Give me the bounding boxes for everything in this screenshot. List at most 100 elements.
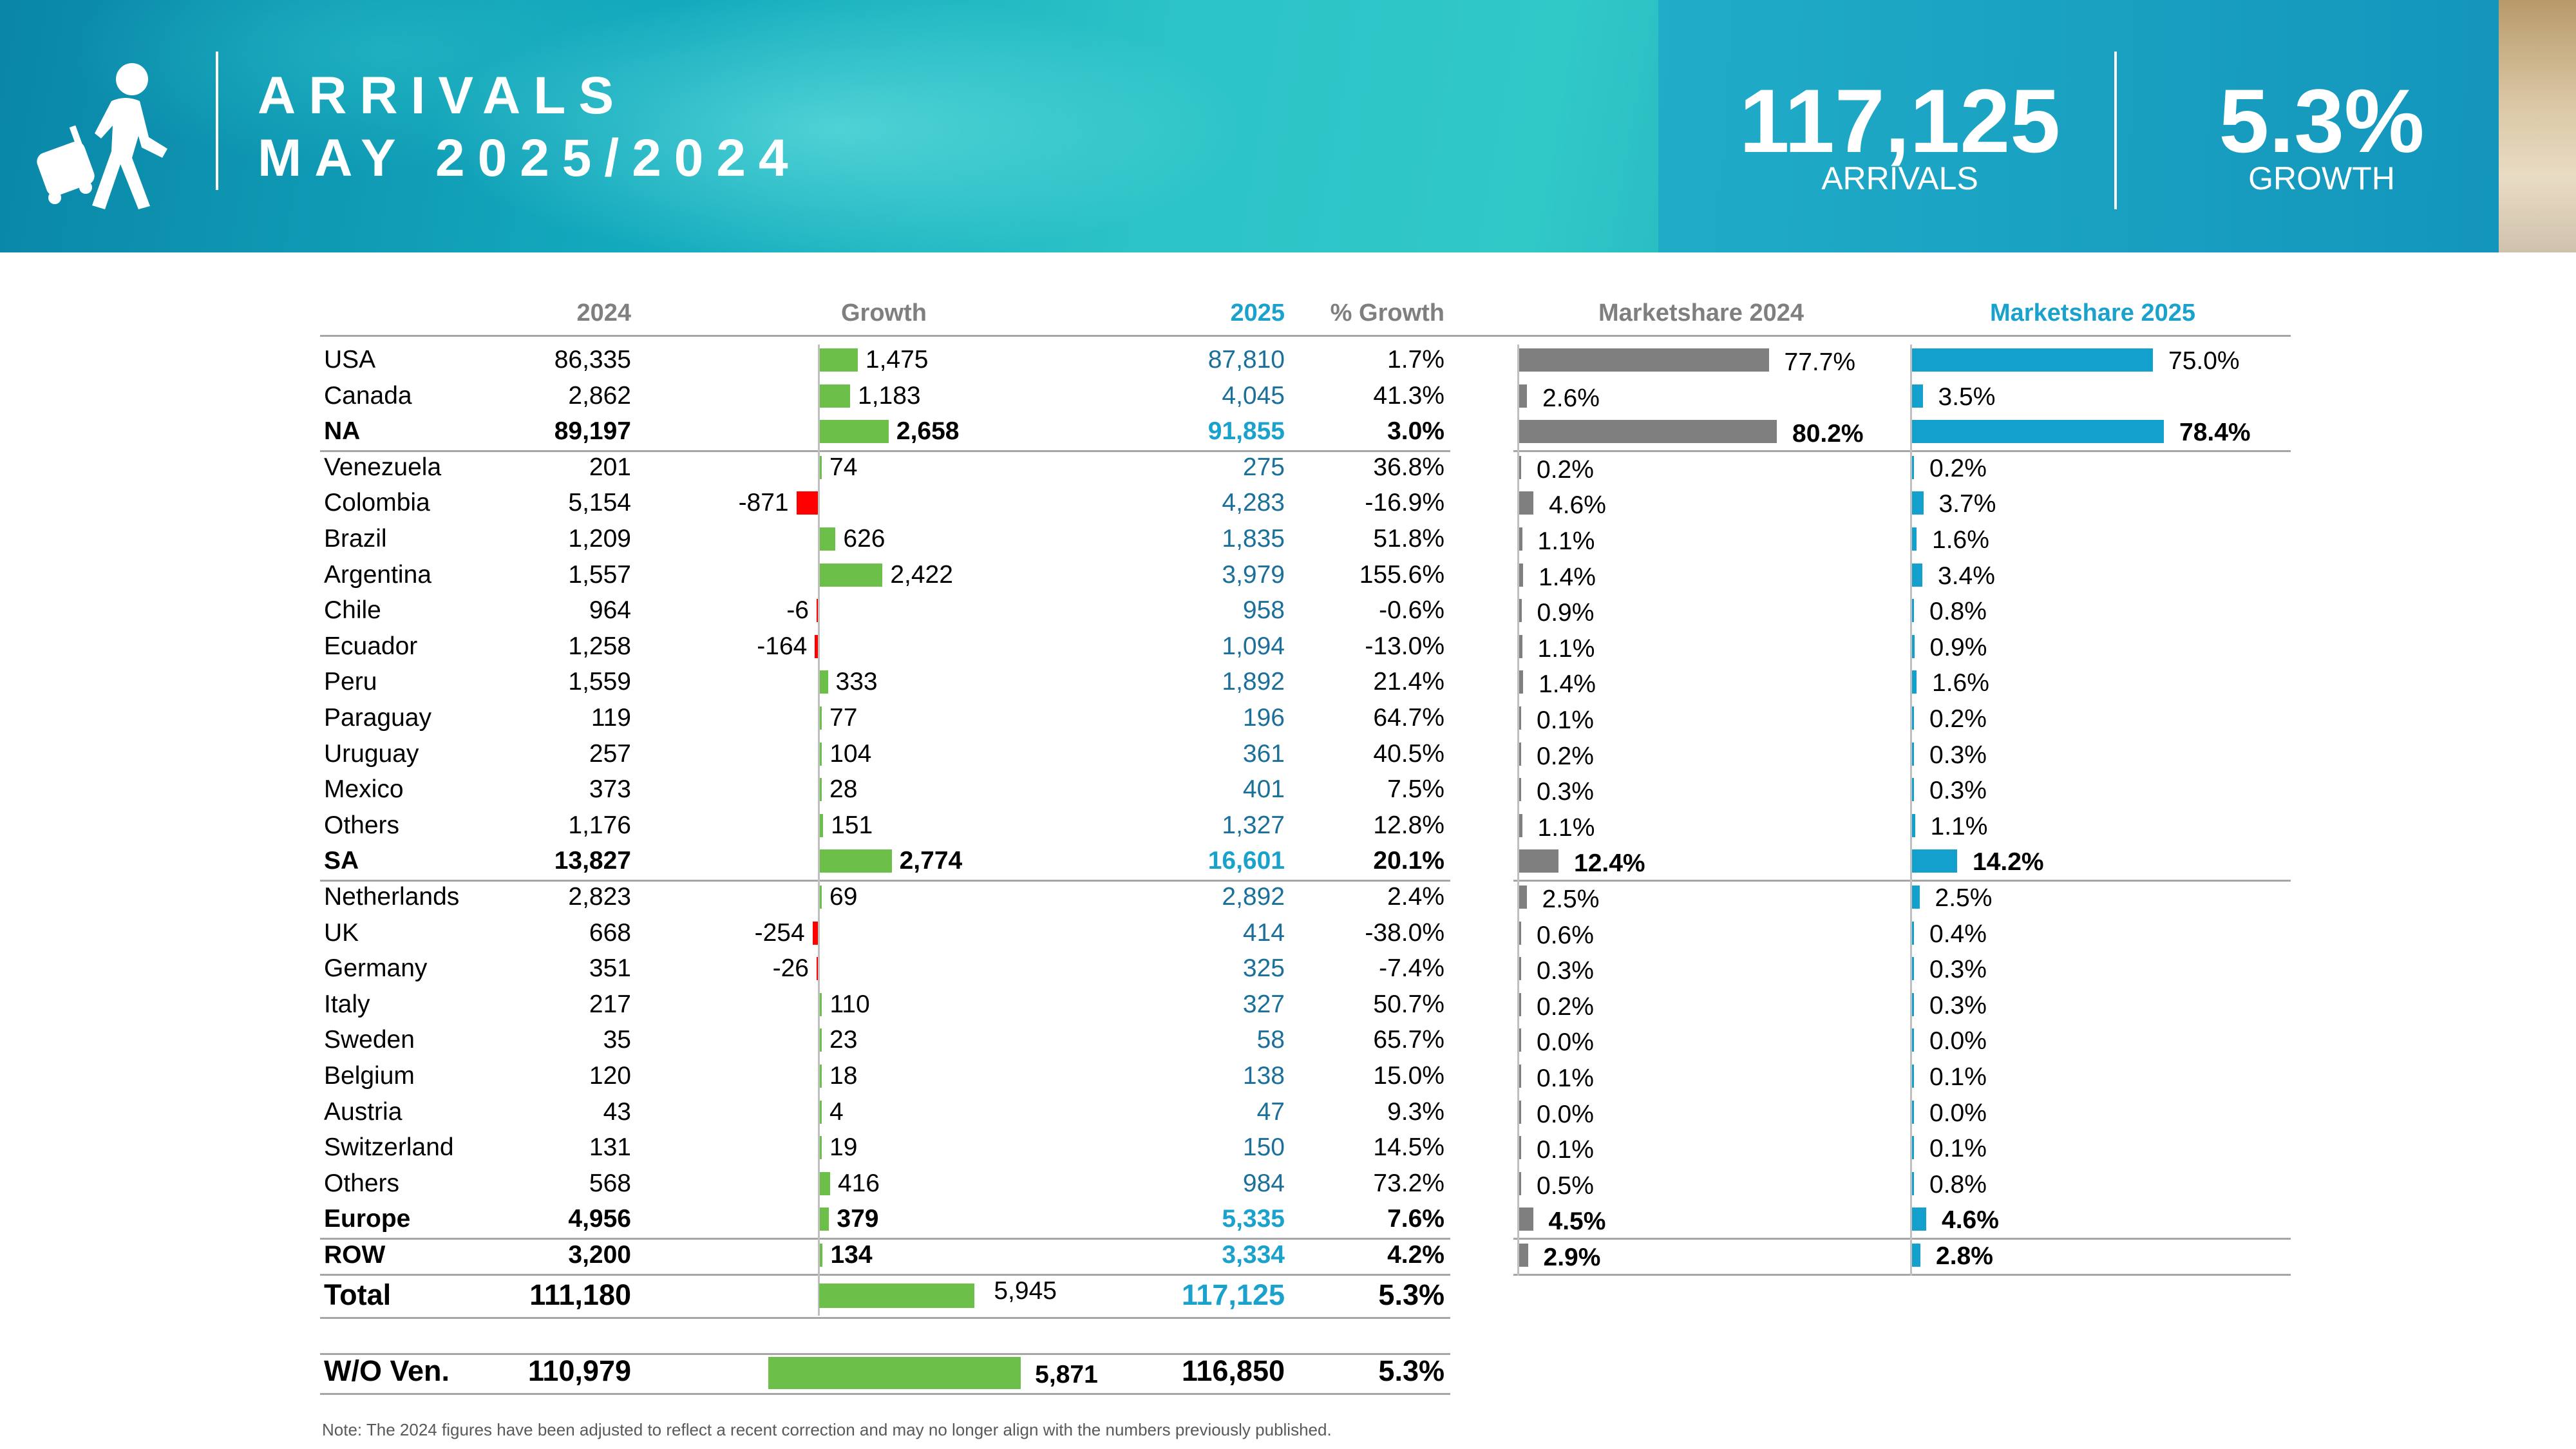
wo-ven-2024: 110,979 bbox=[527, 1354, 631, 1387]
marketshare-2024-value: 4.6% bbox=[1549, 491, 1606, 520]
marketshare-2024-value: 1.4% bbox=[1539, 670, 1596, 699]
marketshare-2024-bar bbox=[1519, 491, 1533, 515]
region-name: UK bbox=[324, 918, 359, 947]
pct-growth: 73.2% bbox=[1373, 1169, 1444, 1197]
marketshare-2024-value: 77.7% bbox=[1784, 348, 1856, 376]
marketshare-2024-bar bbox=[1519, 742, 1521, 766]
pct-growth: 1.7% bbox=[1387, 346, 1444, 374]
marketshare-2025-bar bbox=[1911, 670, 1917, 694]
arrivals-2025: 2,892 bbox=[1222, 883, 1285, 911]
marketshare-2024-bar bbox=[1519, 921, 1521, 945]
growth-bar-positive bbox=[819, 778, 822, 802]
marketshare-2024-bar bbox=[1519, 670, 1523, 694]
arrivals-2024: 217 bbox=[589, 990, 631, 1018]
wo-ven-bottom-rule bbox=[320, 1393, 1450, 1395]
marketshare-2025-bar bbox=[1911, 348, 2153, 372]
growth-value: 1,183 bbox=[858, 381, 921, 410]
arrivals-2025: 361 bbox=[1242, 739, 1285, 768]
wo-ven-growth-bar bbox=[768, 1357, 1021, 1389]
marketshare-2025-bar bbox=[1911, 634, 1915, 658]
arrivals-2024: 568 bbox=[589, 1169, 631, 1197]
growth-value: 2,422 bbox=[890, 560, 953, 589]
marketshare-2025-value: 78.4% bbox=[2179, 419, 2251, 447]
pct-growth: 155.6% bbox=[1359, 560, 1444, 589]
marketshare-2024-value: 2.6% bbox=[1542, 384, 1600, 412]
marketshare-2024-bar bbox=[1519, 1244, 1528, 1267]
wo-ven-pct: 5.3% bbox=[1378, 1354, 1444, 1387]
wo-ven-top-rule bbox=[320, 1353, 1450, 1355]
marketshare-2024-value: 4.5% bbox=[1548, 1208, 1606, 1236]
growth-bar-positive bbox=[819, 527, 836, 551]
growth-value: 2,658 bbox=[896, 417, 960, 446]
column-header-2024: 2024 bbox=[576, 299, 631, 327]
marketshare-2025-bar bbox=[1911, 921, 1914, 945]
marketshare-2025-bar bbox=[1911, 742, 1914, 766]
subtotal-rule bbox=[1513, 1273, 2291, 1276]
growth-value: 1,475 bbox=[865, 346, 929, 374]
marketshare-2025-value: 2.8% bbox=[1936, 1242, 1993, 1270]
marketshare-2025-value: 4.6% bbox=[1942, 1206, 1999, 1235]
arrivals-2024: 1,176 bbox=[568, 811, 631, 839]
marketshare-2024-value: 80.2% bbox=[1792, 420, 1864, 448]
growth-bar-negative bbox=[796, 491, 819, 515]
marketshare-2025-value: 3.4% bbox=[1938, 562, 1995, 590]
growth-bar-positive bbox=[819, 742, 822, 766]
marketshare-2025-bar bbox=[1911, 491, 1924, 515]
marketshare-2025-value: 0.4% bbox=[1929, 920, 1987, 948]
marketshare-2025-bar bbox=[1911, 563, 1922, 587]
marketshare-2025-bar bbox=[1911, 1136, 1914, 1160]
growth-value: 77 bbox=[829, 704, 858, 732]
marketshare-2024-bar bbox=[1519, 957, 1521, 981]
marketshare-2024-value: 0.6% bbox=[1537, 921, 1594, 949]
page-subtitle: MAY 2025/2024 bbox=[258, 129, 801, 187]
pct-growth: 7.6% bbox=[1387, 1205, 1444, 1233]
arrivals-2025: 91,855 bbox=[1208, 417, 1285, 446]
arrivals-2025: 87,810 bbox=[1208, 346, 1285, 374]
growth-value: -871 bbox=[738, 489, 789, 517]
growth-value: -6 bbox=[786, 596, 809, 625]
arrivals-2025: 58 bbox=[1256, 1026, 1285, 1054]
marketshare-2024-value: 0.2% bbox=[1537, 455, 1594, 484]
growth-value: -254 bbox=[754, 918, 805, 947]
pct-growth: 9.3% bbox=[1387, 1097, 1444, 1126]
page-title: ARRIVALS bbox=[258, 66, 627, 125]
total-arrivals-label: ARRIVALS bbox=[1821, 160, 1978, 196]
marketshare-2024-bar bbox=[1519, 634, 1522, 658]
arrivals-2025: 1,327 bbox=[1222, 811, 1285, 839]
marketshare-2024-value: 0.2% bbox=[1537, 992, 1594, 1021]
pct-growth: 12.8% bbox=[1373, 811, 1444, 839]
marketshare-2025-value: 2.5% bbox=[1935, 884, 1993, 912]
pct-growth: 65.7% bbox=[1373, 1026, 1444, 1054]
growth-bar-positive bbox=[819, 886, 822, 909]
column-header-marketshare-2024: Marketshare 2024 bbox=[1598, 299, 1804, 327]
arrivals-2024: 3,200 bbox=[568, 1241, 631, 1269]
marketshare-2024-bar bbox=[1519, 813, 1522, 837]
growth-value: 28 bbox=[829, 775, 858, 804]
arrivals-2024: 1,258 bbox=[568, 632, 631, 660]
marketshare-2025-bar bbox=[1911, 957, 1914, 981]
marketshare-2025-value: 0.2% bbox=[1929, 454, 1987, 482]
beach-edge bbox=[2499, 0, 2576, 252]
marketshare-2025-value: 0.2% bbox=[1929, 705, 1987, 733]
growth-axis bbox=[818, 345, 820, 1316]
marketshare-2024-value: 0.0% bbox=[1537, 1028, 1594, 1057]
marketshare-2025-bar bbox=[1911, 813, 1915, 837]
pct-growth: 21.4% bbox=[1373, 668, 1444, 696]
growth-bar-positive bbox=[819, 849, 892, 873]
marketshare-2024-bar bbox=[1519, 384, 1527, 408]
growth-bar-negative bbox=[815, 634, 819, 658]
region-name: Mexico bbox=[324, 775, 404, 804]
marketshare-2024-value: 0.3% bbox=[1537, 957, 1594, 985]
arrivals-2024: 2,823 bbox=[568, 883, 631, 911]
growth-value: 626 bbox=[843, 525, 886, 553]
wo-ven-label: W/O Ven. bbox=[324, 1354, 450, 1387]
arrivals-2025: 414 bbox=[1242, 918, 1285, 947]
region-name: USA bbox=[324, 346, 376, 374]
subtotal-rule bbox=[1513, 450, 2291, 452]
growth-bar-positive bbox=[819, 384, 851, 408]
marketshare-2025-value: 3.5% bbox=[1938, 383, 1996, 411]
pct-growth: -13.0% bbox=[1365, 632, 1444, 660]
marketshare-2024-value: 1.1% bbox=[1537, 813, 1595, 842]
region-name: Canada bbox=[324, 381, 412, 410]
growth-bar-positive bbox=[819, 1065, 822, 1088]
